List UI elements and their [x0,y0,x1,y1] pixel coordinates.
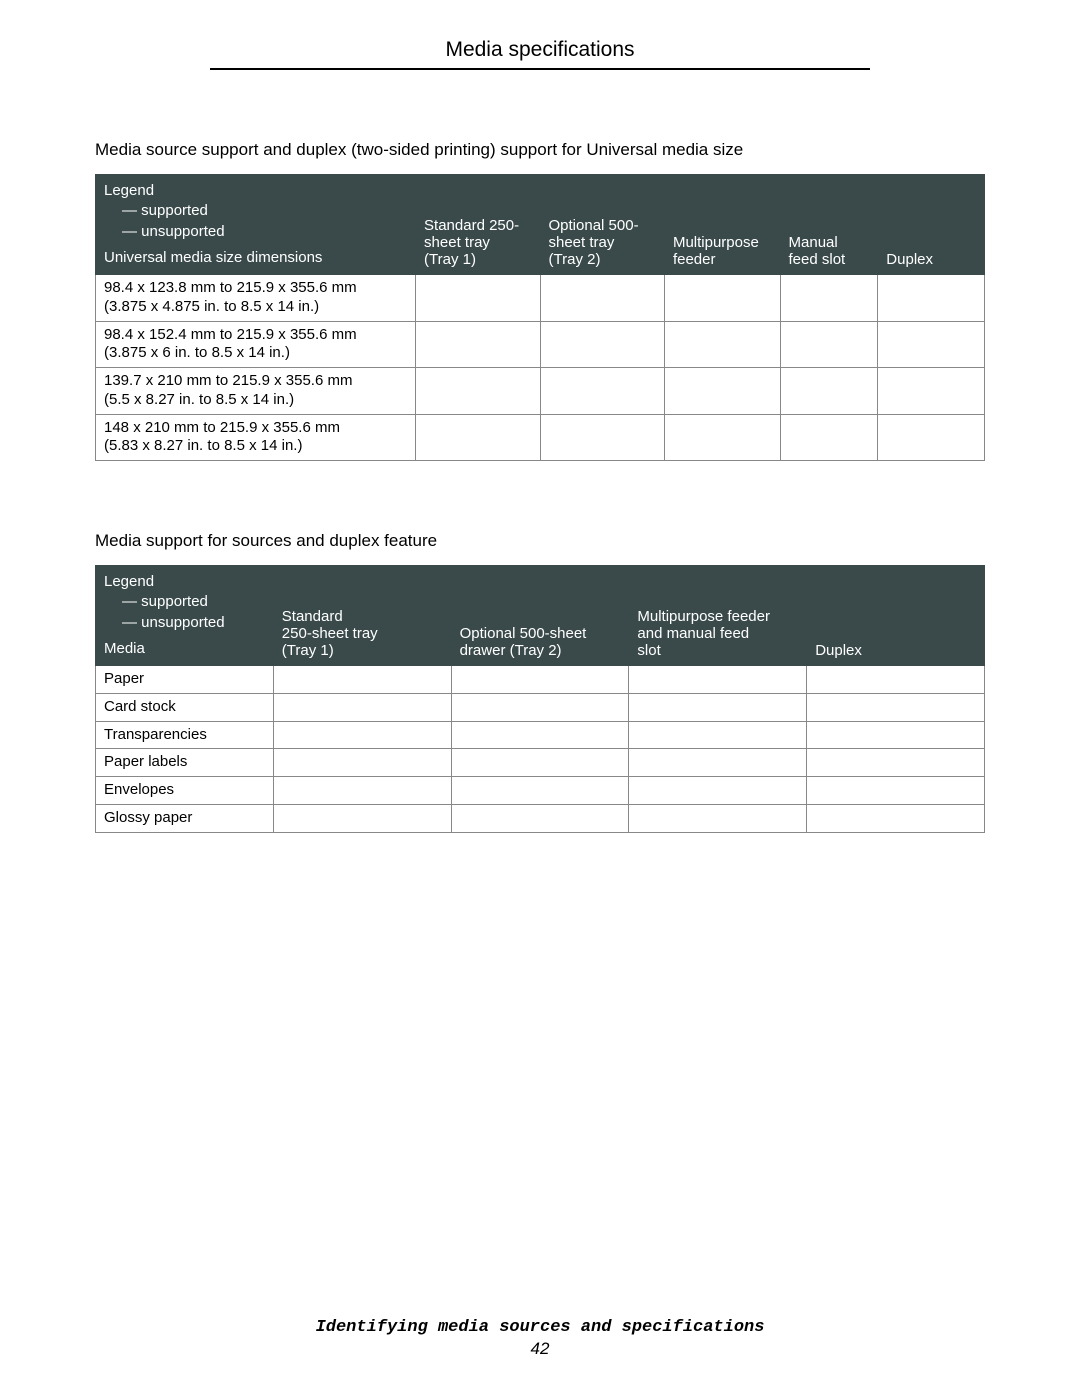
legend-title: Legend [104,572,265,592]
legend-unsupported: — unsupported [104,613,265,633]
table2-legend-header: Legend — supported — unsupported Media [96,566,274,666]
dimension-cell: 98.4 x 152.4 mm to 215.9 x 355.6 mm (3.8… [96,321,416,368]
legend-title: Legend [104,181,407,201]
table2-col5-header: Duplex [807,566,985,666]
legend-supported: — supported [104,592,265,612]
title-rule [210,68,870,70]
table1-col4-header: Multipurpose feeder [664,175,780,275]
page-footer: Identifying media sources and specificat… [0,1318,1080,1359]
section2-heading: Media support for sources and duplex fea… [95,531,985,551]
table-row: 139.7 x 210 mm to 215.9 x 355.6 mm (5.5 … [96,368,985,415]
table1-col5-header: Manual feed slot [780,175,878,275]
table2-col1-label: Media [104,639,265,659]
legend-supported: — supported [104,201,407,221]
table-row: Paper labels [96,749,985,777]
table-row: 98.4 x 123.8 mm to 215.9 x 355.6 mm (3.8… [96,275,985,322]
table1-col3-header: Optional 500- sheet tray (Tray 2) [540,175,664,275]
media-cell: Paper labels [96,749,274,777]
dimension-cell: 148 x 210 mm to 215.9 x 355.6 mm (5.83 x… [96,414,416,461]
table-row: Paper [96,666,985,694]
table-row: Envelopes [96,777,985,805]
table-row: Glossy paper [96,804,985,832]
media-cell: Glossy paper [96,804,274,832]
table1-col2-header: Standard 250- sheet tray (Tray 1) [416,175,540,275]
dimension-cell: 98.4 x 123.8 mm to 215.9 x 355.6 mm (3.8… [96,275,416,322]
media-cell: Transparencies [96,721,274,749]
dimension-cell: 139.7 x 210 mm to 215.9 x 355.6 mm (5.5 … [96,368,416,415]
table1-col1-label: Universal media size dimensions [104,248,407,268]
table-universal-media: Legend — supported — unsupported Univers… [95,174,985,461]
page-title: Media specifications [95,38,985,62]
legend-unsupported: — unsupported [104,222,407,242]
table-row: Transparencies [96,721,985,749]
footer-section-title: Identifying media sources and specificat… [0,1318,1080,1337]
table-row: 148 x 210 mm to 215.9 x 355.6 mm (5.83 x… [96,414,985,461]
table-row: 98.4 x 152.4 mm to 215.9 x 355.6 mm (3.8… [96,321,985,368]
table2-col2-header: Standard 250-sheet tray (Tray 1) [273,566,451,666]
media-cell: Paper [96,666,274,694]
table-media-support: Legend — supported — unsupported Media S… [95,565,985,833]
table-row: Card stock [96,693,985,721]
table1-legend-header: Legend — supported — unsupported Univers… [96,175,416,275]
media-cell: Envelopes [96,777,274,805]
table2-col4-header: Multipurpose feeder and manual feed slot [629,566,807,666]
table1-col6-header: Duplex [878,175,985,275]
section1-heading: Media source support and duplex (two-sid… [95,140,985,160]
footer-page-number: 42 [0,1339,1080,1359]
page-container: Media specifications Media source suppor… [0,0,1080,1397]
media-cell: Card stock [96,693,274,721]
table2-col3-header: Optional 500-sheet drawer (Tray 2) [451,566,629,666]
